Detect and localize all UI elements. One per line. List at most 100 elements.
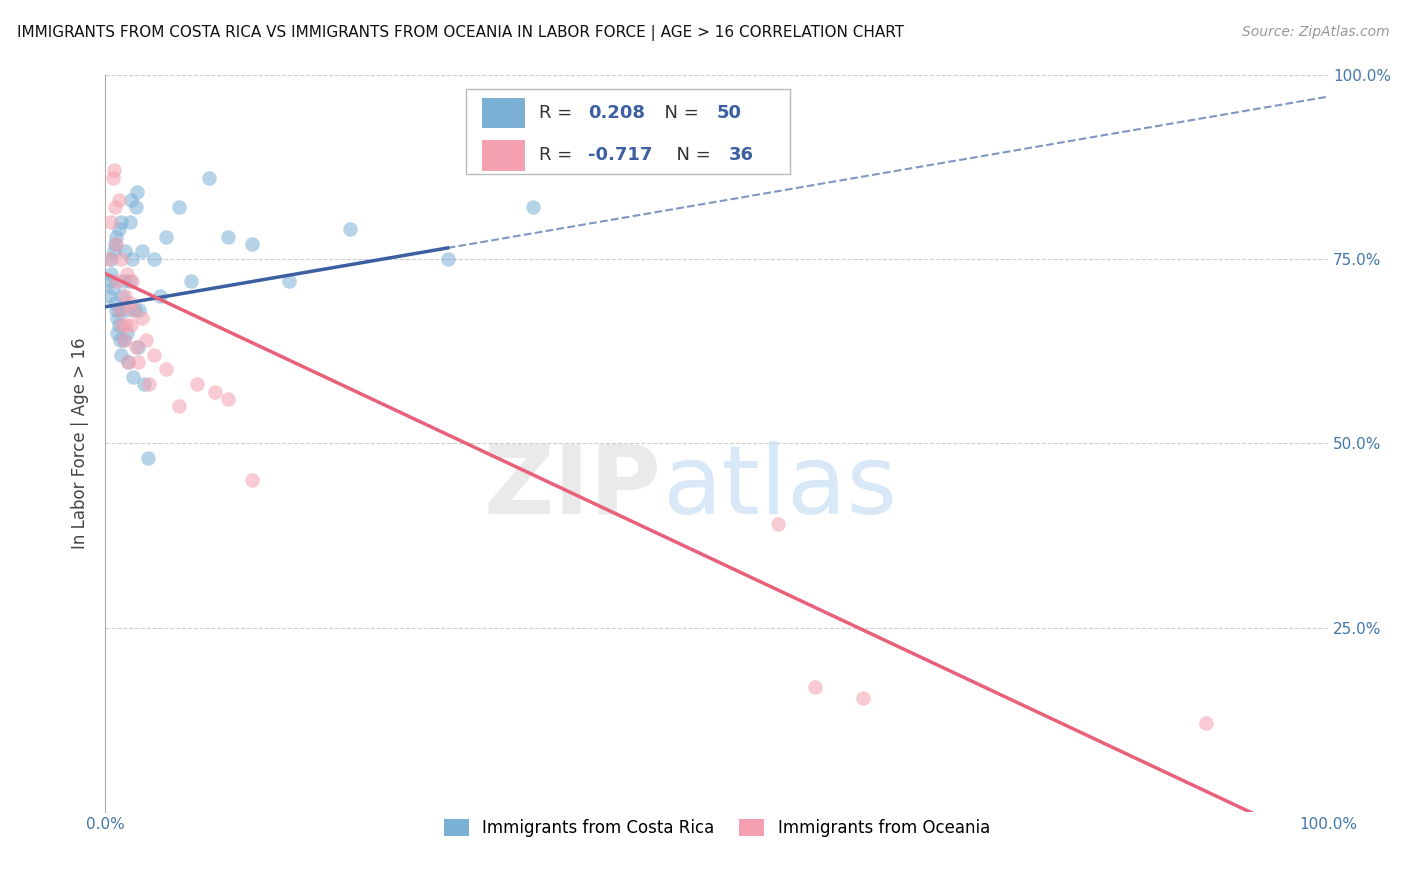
Point <box>107 310 129 325</box>
Point <box>100 252 122 266</box>
Point <box>143 252 166 266</box>
Point <box>101 281 124 295</box>
Point <box>104 200 127 214</box>
Point <box>120 318 142 333</box>
Text: 50: 50 <box>717 104 742 122</box>
Point <box>766 517 789 532</box>
Text: R =: R = <box>540 104 578 122</box>
Text: IMMIGRANTS FROM COSTA RICA VS IMMIGRANTS FROM OCEANIA IN LABOR FORCE | AGE > 16 : IMMIGRANTS FROM COSTA RICA VS IMMIGRANTS… <box>17 25 904 41</box>
Point <box>124 303 146 318</box>
Point <box>339 222 361 236</box>
Point <box>118 296 141 310</box>
Point <box>125 340 148 354</box>
Point <box>105 229 128 244</box>
Point <box>118 215 141 229</box>
Point <box>115 267 138 281</box>
Point <box>117 355 139 369</box>
Point <box>204 384 226 399</box>
Point <box>100 267 122 281</box>
Text: N =: N = <box>652 104 704 122</box>
Point <box>277 274 299 288</box>
Point <box>108 333 131 347</box>
Point <box>110 252 132 266</box>
Point <box>186 377 208 392</box>
Point <box>108 303 131 318</box>
Point <box>114 289 136 303</box>
Point <box>155 362 177 376</box>
Point <box>127 340 149 354</box>
Point <box>115 326 138 340</box>
Text: ZIP: ZIP <box>484 441 662 534</box>
Text: 36: 36 <box>728 146 754 164</box>
Point <box>104 296 127 310</box>
Point <box>138 377 160 392</box>
Point <box>167 400 190 414</box>
Point <box>803 680 825 694</box>
Point <box>105 237 128 252</box>
Point <box>111 318 134 333</box>
Point <box>118 274 141 288</box>
Point <box>97 289 120 303</box>
Point <box>127 355 149 369</box>
Point <box>852 690 875 705</box>
Text: Source: ZipAtlas.com: Source: ZipAtlas.com <box>1241 25 1389 39</box>
Point <box>436 252 458 266</box>
Point <box>112 333 135 347</box>
Point <box>143 348 166 362</box>
Point <box>155 229 177 244</box>
Point <box>107 326 129 340</box>
Text: atlas: atlas <box>662 441 897 534</box>
Point <box>135 333 157 347</box>
Point <box>105 303 128 318</box>
Point <box>167 200 190 214</box>
Point <box>136 450 159 465</box>
Point <box>122 369 145 384</box>
Point <box>110 348 132 362</box>
Text: N =: N = <box>665 146 717 164</box>
Point <box>103 244 125 259</box>
FancyBboxPatch shape <box>465 89 790 174</box>
Y-axis label: In Labor Force | Age > 16: In Labor Force | Age > 16 <box>72 337 89 549</box>
Point <box>121 252 143 266</box>
Point <box>122 303 145 318</box>
Point <box>117 355 139 369</box>
Point <box>107 193 129 207</box>
Point <box>115 303 138 318</box>
Point <box>217 392 239 406</box>
Point <box>125 186 148 200</box>
Point <box>100 215 122 229</box>
Point <box>198 170 221 185</box>
Point <box>104 237 127 252</box>
Point <box>108 303 131 318</box>
Point <box>240 473 263 487</box>
Point <box>110 215 132 229</box>
FancyBboxPatch shape <box>482 140 524 171</box>
Point <box>114 244 136 259</box>
Point <box>217 229 239 244</box>
Point <box>125 200 148 214</box>
Point <box>97 252 120 266</box>
Text: R =: R = <box>540 146 578 164</box>
Point <box>111 289 134 303</box>
Text: 0.208: 0.208 <box>588 104 645 122</box>
Point <box>180 274 202 288</box>
Point <box>103 163 125 178</box>
Point <box>131 310 153 325</box>
Point <box>131 244 153 259</box>
Point <box>121 274 143 288</box>
Point <box>112 333 135 347</box>
Point <box>115 318 138 333</box>
Point <box>128 303 150 318</box>
Point <box>107 274 129 288</box>
Point <box>98 274 121 288</box>
Point <box>240 237 263 252</box>
FancyBboxPatch shape <box>482 97 524 128</box>
Point <box>134 377 156 392</box>
Point <box>101 170 124 185</box>
Legend: Immigrants from Costa Rica, Immigrants from Oceania: Immigrants from Costa Rica, Immigrants f… <box>437 813 997 844</box>
Point <box>1195 716 1218 731</box>
Text: -0.717: -0.717 <box>588 146 652 164</box>
Point <box>107 222 129 236</box>
Point <box>107 318 129 333</box>
Point <box>149 289 172 303</box>
